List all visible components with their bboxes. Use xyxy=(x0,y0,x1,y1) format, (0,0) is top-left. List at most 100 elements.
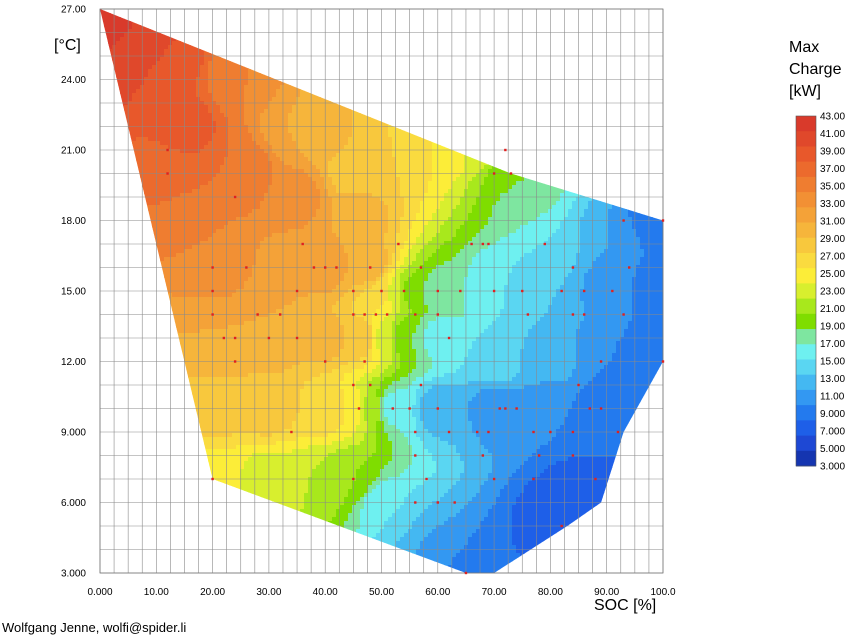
contour-cell xyxy=(568,37,573,42)
contour-cell xyxy=(284,49,289,54)
contour-cell xyxy=(396,61,401,66)
contour-cell xyxy=(404,109,409,114)
contour-cell xyxy=(372,81,377,86)
contour-cell xyxy=(164,137,169,142)
contour-cell xyxy=(136,97,141,102)
contour-cell xyxy=(552,21,557,26)
contour-cell xyxy=(388,45,393,50)
contour-cell xyxy=(440,45,445,50)
contour-cell xyxy=(484,105,489,110)
contour-cell xyxy=(316,141,321,146)
contour-cell xyxy=(248,53,253,58)
contour-cell xyxy=(144,105,149,110)
contour-cell xyxy=(604,93,609,98)
contour-cell xyxy=(328,137,333,142)
contour-cell xyxy=(400,93,405,98)
contour-cell xyxy=(360,145,365,150)
contour-cell xyxy=(612,69,617,74)
contour-cell xyxy=(348,105,353,110)
contour-cell xyxy=(224,45,229,50)
contour-cell xyxy=(108,105,113,110)
contour-cell xyxy=(232,129,237,134)
contour-cell xyxy=(180,13,185,18)
contour-cell xyxy=(124,33,129,38)
contour-cell xyxy=(604,13,609,18)
contour-cell xyxy=(352,37,357,42)
contour-cell xyxy=(316,109,321,114)
contour-cell xyxy=(488,69,493,74)
contour-cell xyxy=(416,25,421,30)
contour-cell xyxy=(432,137,437,142)
contour-cell xyxy=(212,117,217,122)
contour-cell xyxy=(312,49,317,54)
contour-cell xyxy=(540,129,545,134)
contour-cell xyxy=(484,17,489,22)
contour-cell xyxy=(500,17,505,22)
contour-cell xyxy=(108,29,113,34)
contour-cell xyxy=(172,97,177,102)
contour-cell xyxy=(488,117,493,122)
contour-cell xyxy=(428,69,433,74)
contour-cell xyxy=(372,41,377,46)
contour-cell xyxy=(524,57,529,62)
contour-cell xyxy=(512,121,517,126)
contour-cell xyxy=(384,69,389,74)
contour-cell xyxy=(252,13,257,18)
contour-cell xyxy=(324,117,329,122)
contour-cell xyxy=(628,17,633,22)
contour-cell xyxy=(604,65,609,70)
contour-cell xyxy=(528,141,533,146)
contour-cell xyxy=(344,41,349,46)
contour-cell xyxy=(424,145,429,150)
contour-cell xyxy=(340,41,345,46)
contour-cell xyxy=(596,129,601,134)
contour-cell xyxy=(332,13,337,18)
contour-cell xyxy=(192,61,197,66)
contour-cell xyxy=(128,33,133,38)
contour-cell xyxy=(488,65,493,70)
contour-cell xyxy=(344,25,349,30)
contour-cell xyxy=(352,69,357,74)
contour-cell xyxy=(288,69,293,74)
contour-cell xyxy=(204,121,209,126)
contour-cell xyxy=(316,125,321,130)
contour-cell xyxy=(588,25,593,30)
contour-cell xyxy=(392,129,397,134)
contour-cell xyxy=(608,17,613,22)
contour-cell xyxy=(152,85,157,90)
contour-cell xyxy=(192,145,197,150)
contour-cell xyxy=(164,85,169,90)
contour-cell xyxy=(288,81,293,86)
contour-cell xyxy=(636,33,641,38)
contour-cell xyxy=(444,69,449,74)
contour-cell xyxy=(484,45,489,50)
contour-cell xyxy=(340,117,345,122)
contour-cell xyxy=(412,133,417,138)
contour-cell xyxy=(584,81,589,86)
contour-cell xyxy=(252,93,257,98)
contour-cell xyxy=(556,89,561,94)
contour-cell xyxy=(236,85,241,90)
contour-cell xyxy=(108,37,113,42)
contour-cell xyxy=(204,109,209,114)
contour-cell xyxy=(292,85,297,90)
contour-cell xyxy=(616,85,621,90)
contour-cell xyxy=(284,81,289,86)
contour-cell xyxy=(544,61,549,66)
contour-cell xyxy=(328,81,333,86)
contour-cell xyxy=(308,93,313,98)
contour-cell xyxy=(544,49,549,54)
contour-cell xyxy=(572,81,577,86)
contour-cell xyxy=(336,125,341,130)
contour-cell xyxy=(216,33,221,38)
contour-cell xyxy=(552,137,557,142)
contour-cell xyxy=(220,9,225,14)
contour-cell xyxy=(596,9,601,14)
contour-cell xyxy=(328,141,333,146)
contour-cell xyxy=(424,33,429,38)
contour-cell xyxy=(628,141,633,146)
contour-cell xyxy=(316,53,321,58)
contour-cell xyxy=(144,61,149,66)
contour-cell xyxy=(332,133,337,138)
contour-cell xyxy=(584,25,589,30)
